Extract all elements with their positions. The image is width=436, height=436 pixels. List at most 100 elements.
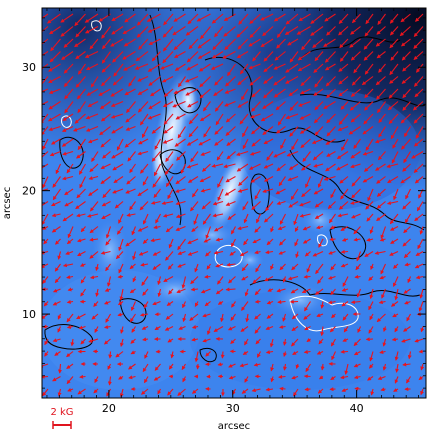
- field-vector: [273, 76, 286, 86]
- field-vector: [141, 126, 149, 139]
- field-vector: [413, 26, 424, 38]
- field-vector: [404, 126, 411, 138]
- field-vector: [349, 38, 361, 48]
- field-vector: [298, 13, 311, 22]
- field-vector: [213, 326, 224, 332]
- field-vector: [168, 288, 174, 295]
- field-vector: [108, 351, 113, 359]
- field-vector: [324, 13, 336, 22]
- field-vector: [104, 325, 111, 329]
- field-vector: [157, 276, 162, 286]
- field-vector: [262, 188, 274, 193]
- field-vector: [389, 13, 399, 24]
- field-vector: [402, 163, 411, 172]
- field-vector: [263, 76, 274, 84]
- field-vector: [405, 188, 411, 200]
- field-vector: [251, 201, 261, 210]
- field-vector: [341, 237, 349, 242]
- field-vector: [265, 250, 274, 255]
- field-vector: [107, 276, 112, 287]
- field-vector: [42, 213, 49, 226]
- field-vector: [130, 313, 136, 323]
- field-vector: [165, 176, 174, 188]
- field-vector: [418, 301, 424, 312]
- field-vector: [163, 88, 174, 97]
- field-vector: [294, 226, 299, 232]
- field-vector: [220, 313, 225, 323]
- field-vector: [173, 13, 186, 22]
- field-vector: [93, 388, 99, 394]
- field-vector: [223, 13, 236, 21]
- field-vector: [369, 351, 374, 362]
- field-vector: [137, 75, 149, 82]
- field-vector: [117, 301, 124, 306]
- field-vector: [406, 376, 411, 384]
- field-vector: [389, 76, 399, 84]
- field-vector: [190, 151, 199, 163]
- field-vector: [353, 63, 361, 74]
- field-vector: [66, 376, 74, 385]
- field-vector: [49, 150, 61, 157]
- field-vector: [262, 101, 274, 109]
- field-vector: [275, 188, 286, 195]
- field-vector: [84, 26, 99, 34]
- field-vector: [276, 26, 286, 38]
- field-vector: [288, 88, 299, 97]
- field-vector: [101, 51, 111, 64]
- field-vector: [277, 299, 286, 304]
- field-vector: [356, 288, 362, 298]
- field-vector: [153, 376, 161, 381]
- field-vector: [379, 275, 386, 280]
- field-vector: [276, 200, 286, 205]
- field-vector: [142, 213, 149, 225]
- field-vector: [318, 375, 324, 380]
- field-vector: [241, 276, 249, 281]
- field-vector: [314, 101, 324, 111]
- field-vector: [414, 338, 424, 343]
- field-vector: [48, 63, 61, 72]
- field-vector: [266, 151, 274, 161]
- field-vector: [376, 51, 386, 59]
- field-vector: [187, 13, 199, 25]
- field-vector: [214, 76, 224, 86]
- field-vector: [350, 88, 361, 97]
- field-vector: [174, 63, 186, 71]
- field-vector: [185, 26, 199, 36]
- field-vector: [255, 263, 261, 273]
- field-vector: [338, 26, 349, 36]
- field-vector: [340, 263, 349, 268]
- field-vector: [400, 113, 411, 124]
- field-vector: [162, 51, 174, 64]
- field-vector: [172, 100, 186, 108]
- field-vector: [380, 226, 387, 239]
- field-vector: [236, 150, 249, 156]
- field-vector: [194, 263, 199, 273]
- field-vector: [211, 13, 224, 24]
- field-vector: [316, 313, 324, 318]
- white-contour: [289, 295, 359, 332]
- field-vector: [85, 63, 99, 71]
- field-vector: [342, 276, 349, 287]
- field-vector: [228, 276, 236, 284]
- field-vector: [326, 151, 336, 157]
- field-vector: [152, 176, 161, 188]
- field-vector: [287, 38, 299, 46]
- field-vector: [101, 26, 111, 39]
- field-vector: [89, 226, 99, 234]
- field-vector: [387, 176, 399, 184]
- field-vector: [116, 138, 124, 151]
- field-vector: [151, 51, 161, 62]
- field-vector: [378, 113, 386, 124]
- field-vector: [226, 262, 236, 267]
- field-vector: [238, 13, 249, 25]
- field-vector: [123, 63, 136, 71]
- field-vector: [376, 213, 386, 221]
- field-vector: [340, 375, 349, 380]
- field-vector: [243, 213, 249, 224]
- field-vector: [203, 101, 211, 112]
- field-vector: [87, 213, 99, 218]
- field-vector: [379, 350, 386, 354]
- field-vector: [173, 38, 186, 51]
- field-vector: [301, 188, 311, 198]
- field-vector: [60, 13, 74, 23]
